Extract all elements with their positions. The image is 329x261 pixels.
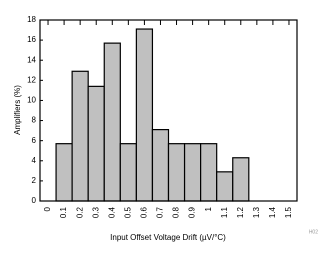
y-tick-label: 2 xyxy=(32,176,37,185)
x-tick-label: 1.3 xyxy=(252,206,261,218)
x-tick-label: 0.1 xyxy=(59,206,68,218)
bar xyxy=(151,129,170,202)
y-tick-label: 8 xyxy=(32,116,37,125)
bar xyxy=(135,28,154,202)
bar xyxy=(71,70,89,202)
y-axis-title: Amplifiers (%) xyxy=(13,85,22,135)
bar xyxy=(119,143,137,202)
x-axis-title: Input Offset Voltage Drift (µV/°C) xyxy=(110,233,226,242)
y-tick-label: 16 xyxy=(27,35,36,44)
y-tick-label: 18 xyxy=(27,15,36,24)
bar xyxy=(55,143,73,202)
bar xyxy=(232,157,250,202)
x-tick-label: 0.6 xyxy=(140,206,149,218)
y-tick-label: 12 xyxy=(27,75,36,84)
x-tick-label: 0.2 xyxy=(75,206,84,218)
y-tick-label: 6 xyxy=(32,136,37,145)
bar xyxy=(200,143,218,202)
x-tick-label: 0.9 xyxy=(188,206,197,218)
plot-frame xyxy=(39,19,298,202)
y-tick-label: 0 xyxy=(32,196,37,205)
x-tick-label: 0 xyxy=(43,206,52,211)
x-tick-label: 1.1 xyxy=(220,206,229,218)
x-tick-label: 0.3 xyxy=(91,206,100,218)
x-tick-label: 0.7 xyxy=(156,206,165,218)
bar xyxy=(103,42,121,202)
bar xyxy=(183,143,202,202)
bar xyxy=(167,143,186,202)
bar xyxy=(216,171,234,202)
x-tick-label: 0.5 xyxy=(123,206,132,218)
x-tick-label: 1.4 xyxy=(268,206,277,218)
x-tick-label: 0.8 xyxy=(172,206,181,218)
x-tick-label: 1.5 xyxy=(284,206,293,218)
y-tick-label: 10 xyxy=(27,96,36,105)
bar xyxy=(87,85,105,202)
x-tick-label: 0.4 xyxy=(107,206,116,218)
y-tick-label: 4 xyxy=(32,156,37,165)
x-tick-label: 1 xyxy=(204,206,213,211)
x-tick-label: 1.2 xyxy=(236,206,245,218)
figure-note: H02 xyxy=(309,229,318,235)
y-tick-label: 14 xyxy=(27,55,36,64)
